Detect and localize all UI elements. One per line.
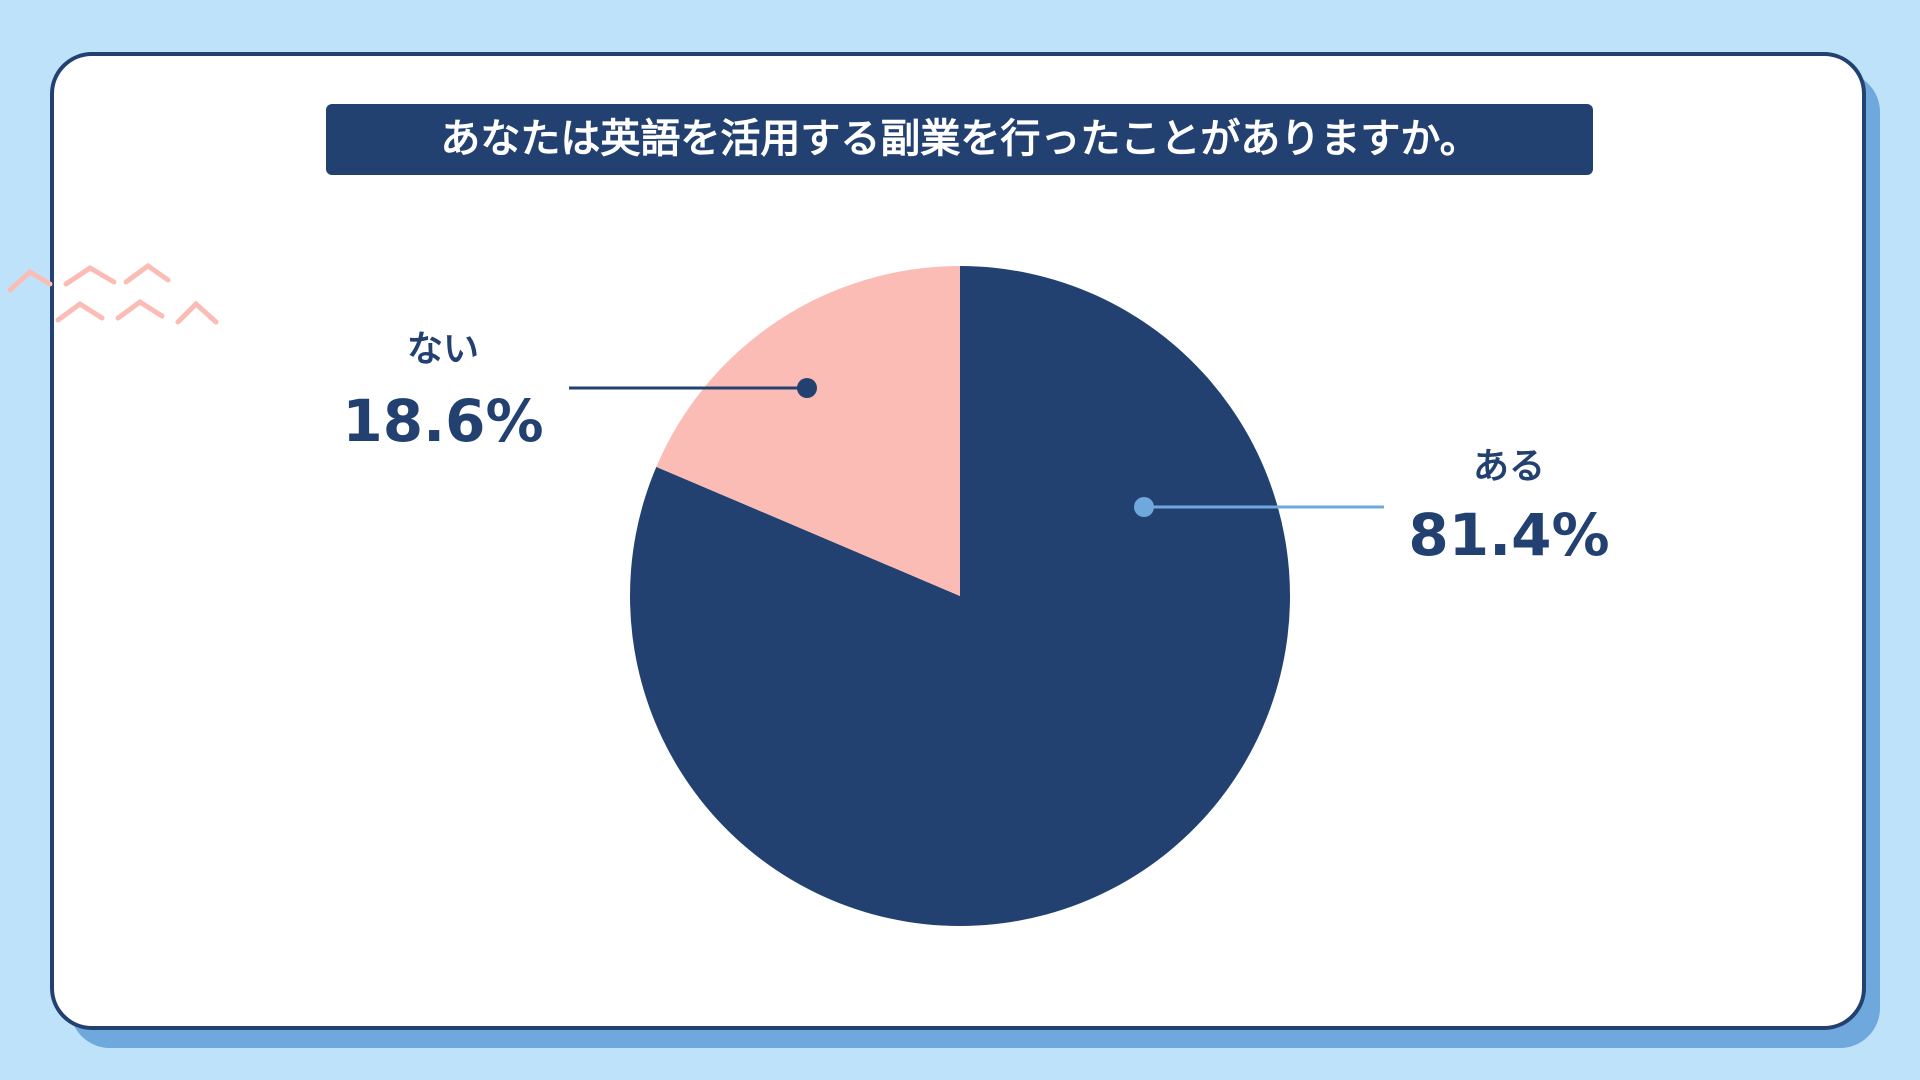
pie-slice xyxy=(656,266,960,596)
slice-label: ある xyxy=(1473,446,1545,487)
decoration xyxy=(7,262,219,325)
chart-title: あなたは英語を活用する副業を行ったことがありますか。 xyxy=(440,116,1479,162)
leader-dot xyxy=(797,378,817,398)
leader-dot xyxy=(1134,497,1154,517)
value-label: 18.6% xyxy=(342,387,543,455)
title-box xyxy=(326,104,1593,175)
slice-label: ない xyxy=(407,329,479,370)
value-label: 81.4% xyxy=(1408,501,1609,569)
pie xyxy=(630,266,1290,926)
